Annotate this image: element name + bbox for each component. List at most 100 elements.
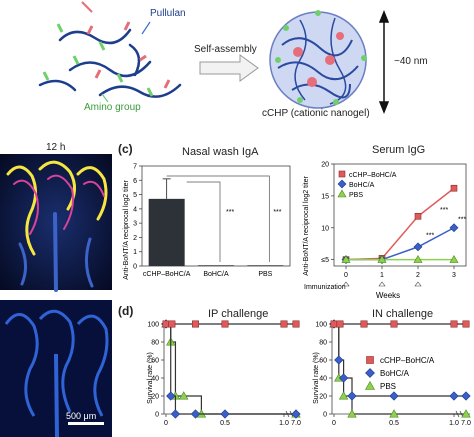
serum-significance-3: ***: [458, 216, 466, 223]
ip-ylabel: Survival rate (%): [147, 352, 154, 404]
survival-ytick-label: 0: [155, 412, 159, 419]
survival-xtick-label: 0.5: [220, 420, 230, 427]
pullulan-pointer: [141, 21, 151, 35]
nasal-chart-title: Nasal wash IgA: [182, 146, 259, 158]
serum-significance-2: ***: [440, 207, 448, 214]
survival-point: [190, 409, 201, 419]
serum-significance-1: ***: [426, 232, 434, 239]
survival-xtick-label: 0: [332, 420, 336, 427]
survival-point: [168, 320, 176, 328]
serum-plot-frame: [333, 163, 467, 267]
serum-xtick-label: 1: [380, 272, 384, 279]
survival-xtick-label: 1.0: [279, 420, 289, 427]
serum-point: [450, 184, 458, 192]
serum-legend-marker: [338, 170, 346, 178]
survival-ytick-label: 40: [151, 376, 159, 383]
nasal-ytick-label: 1: [133, 249, 137, 256]
serum-point: [413, 255, 423, 263]
nasal-bar: [198, 265, 234, 266]
nanogel-label: cCHP (cationic nanogel): [262, 108, 370, 119]
serum-series-line: [346, 227, 455, 261]
serum-point: [449, 255, 459, 263]
nasal-ytick-label: 0: [133, 264, 137, 271]
serum-point: [341, 255, 351, 263]
serum-xlabel: Weeks: [376, 291, 400, 300]
survival-ytick-label: 100: [147, 322, 159, 329]
serum-xtick-label: 3: [452, 272, 456, 279]
survival-point: [292, 320, 300, 328]
survival-xtick-label: 7.0: [291, 420, 301, 427]
survival-point: [162, 320, 170, 328]
nasal-ytick-label: 6: [133, 178, 137, 185]
legend-marker: [366, 356, 374, 364]
survival-point: [461, 409, 471, 418]
legend-label: BoHC/A: [380, 369, 410, 378]
survival-point: [330, 320, 338, 328]
ip-challenge-chart: Survival rate (%) 0 20 40 60 80 100 0 0.5 1.0 7.0: [147, 319, 301, 427]
nasal-ytick-label: 7: [133, 164, 137, 171]
self-assembly-arrow: [199, 54, 259, 82]
survival-point: [462, 320, 470, 328]
nasal-bracket-outer: [166, 175, 270, 262]
nasal-iga-chart: Anti-BoNT/A reciprocal log2 titer 0 1 2 3 4 5…: [123, 164, 291, 280]
nasal-ytick-label: 5: [133, 192, 137, 199]
survival-ytick-label: 60: [151, 358, 159, 365]
survival-legend-svg: cCHP–BoHC/A BoHC/A PBS: [364, 356, 435, 391]
survival-ytick-label: 60: [319, 358, 327, 365]
survival-xtick-label: 7.0: [461, 420, 471, 427]
scale-bar: [68, 422, 104, 425]
fluorescent-signal: [6, 160, 108, 292]
survival-legend: cCHP–BoHC/A BoHC/A PBS: [362, 352, 470, 400]
amino-pointer: [101, 93, 109, 103]
serum-ytick-label: 15: [321, 193, 329, 200]
survival-step-line: [166, 323, 296, 415]
survival-ytick-label: 100: [315, 322, 327, 329]
survival-xtick-label: 0: [164, 420, 168, 427]
serum-ytick-label: 10: [321, 225, 329, 232]
serum-legend-label: cCHP–BoHC/A: [349, 172, 397, 179]
size-label: ~40 nm: [394, 56, 428, 67]
survival-point: [389, 391, 399, 401]
in-ylabel: Survival rate (%): [313, 352, 320, 404]
nasal-ylabel: Anti-BoNT/A reciprocal log2 titer: [123, 180, 130, 280]
serum-ylabel: Anti-BoNT/A reciprocal log2 titer: [303, 176, 310, 276]
legend-label: PBS: [380, 382, 396, 391]
nasal-xtick-label: BoHC/A: [203, 271, 229, 278]
survival-point: [347, 391, 357, 401]
self-assembly-label: Self-assembly: [194, 44, 257, 55]
legend-marker: [365, 368, 375, 378]
in-challenge-chart: Survival rate (%) 0 20 40 60 80 100 0 0.5 1.0 7.0: [313, 319, 471, 427]
survival-point: [221, 320, 229, 328]
size-arrow: [378, 9, 390, 115]
survival-xtick-label: 1.0: [449, 420, 459, 427]
survival-ytick-label: 80: [151, 340, 159, 347]
micrograph-images: [0, 154, 112, 437]
serum-ytick-label: 20: [321, 162, 329, 169]
survival-ytick-label: 40: [319, 376, 327, 383]
serum-legend-marker: [337, 189, 347, 198]
amino-group-label: Amino group: [84, 102, 141, 113]
nasal-ytick-label: 4: [133, 206, 137, 213]
survival-point: [390, 320, 398, 328]
panel-c-letter: (c): [118, 142, 133, 156]
survival-point: [338, 391, 349, 400]
immunization-arrow: [378, 281, 386, 287]
survival-point: [178, 391, 189, 400]
scale-label: 500 μm: [66, 411, 97, 421]
panel-d-letter: (d): [118, 304, 134, 318]
survival-point: [291, 409, 301, 419]
pullulan-label: Pullulan: [150, 8, 186, 19]
survival-point: [192, 320, 200, 328]
nasal-ytick-label: 3: [133, 221, 137, 228]
serum-xtick-label: 2: [416, 272, 420, 279]
serum-ytick-label: ≤5: [321, 257, 329, 264]
survival-point: [360, 320, 368, 328]
amino-groups: [42, 23, 154, 97]
nasal-bar: [148, 198, 185, 266]
survival-step-line: [166, 323, 296, 415]
survival-point: [338, 373, 349, 383]
nanogel-sphere: [269, 10, 367, 109]
legend-label: cCHP–BoHC/A: [380, 356, 435, 365]
hydrophobic-groups: [86, 21, 171, 89]
hydrophobe-pointer: [81, 1, 93, 13]
